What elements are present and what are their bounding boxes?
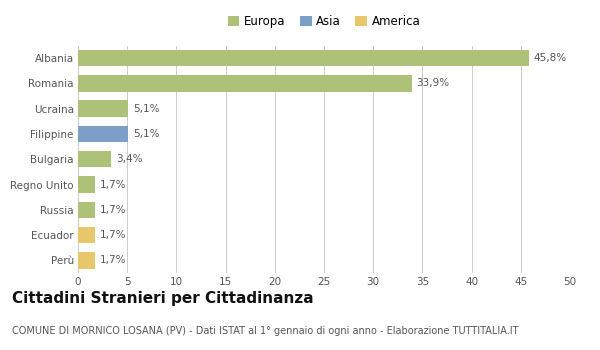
- Bar: [78, 227, 95, 243]
- Text: 1,7%: 1,7%: [100, 256, 126, 265]
- Legend: Europa, Asia, America: Europa, Asia, America: [223, 10, 425, 33]
- Text: 5,1%: 5,1%: [133, 129, 160, 139]
- Text: 45,8%: 45,8%: [533, 53, 567, 63]
- Bar: [78, 176, 95, 193]
- Text: 1,7%: 1,7%: [100, 180, 126, 190]
- Text: Cittadini Stranieri per Cittadinanza: Cittadini Stranieri per Cittadinanza: [12, 290, 314, 306]
- Bar: [78, 100, 128, 117]
- Bar: [78, 126, 128, 142]
- Bar: [78, 252, 95, 268]
- Bar: [78, 202, 95, 218]
- Text: 1,7%: 1,7%: [100, 230, 126, 240]
- Bar: [78, 50, 529, 66]
- Bar: [78, 75, 412, 92]
- Text: 33,9%: 33,9%: [416, 78, 449, 89]
- Bar: [78, 151, 112, 167]
- Text: COMUNE DI MORNICO LOSANA (PV) - Dati ISTAT al 1° gennaio di ogni anno - Elaboraz: COMUNE DI MORNICO LOSANA (PV) - Dati IST…: [12, 326, 518, 336]
- Text: 3,4%: 3,4%: [116, 154, 143, 164]
- Text: 1,7%: 1,7%: [100, 205, 126, 215]
- Text: 5,1%: 5,1%: [133, 104, 160, 114]
